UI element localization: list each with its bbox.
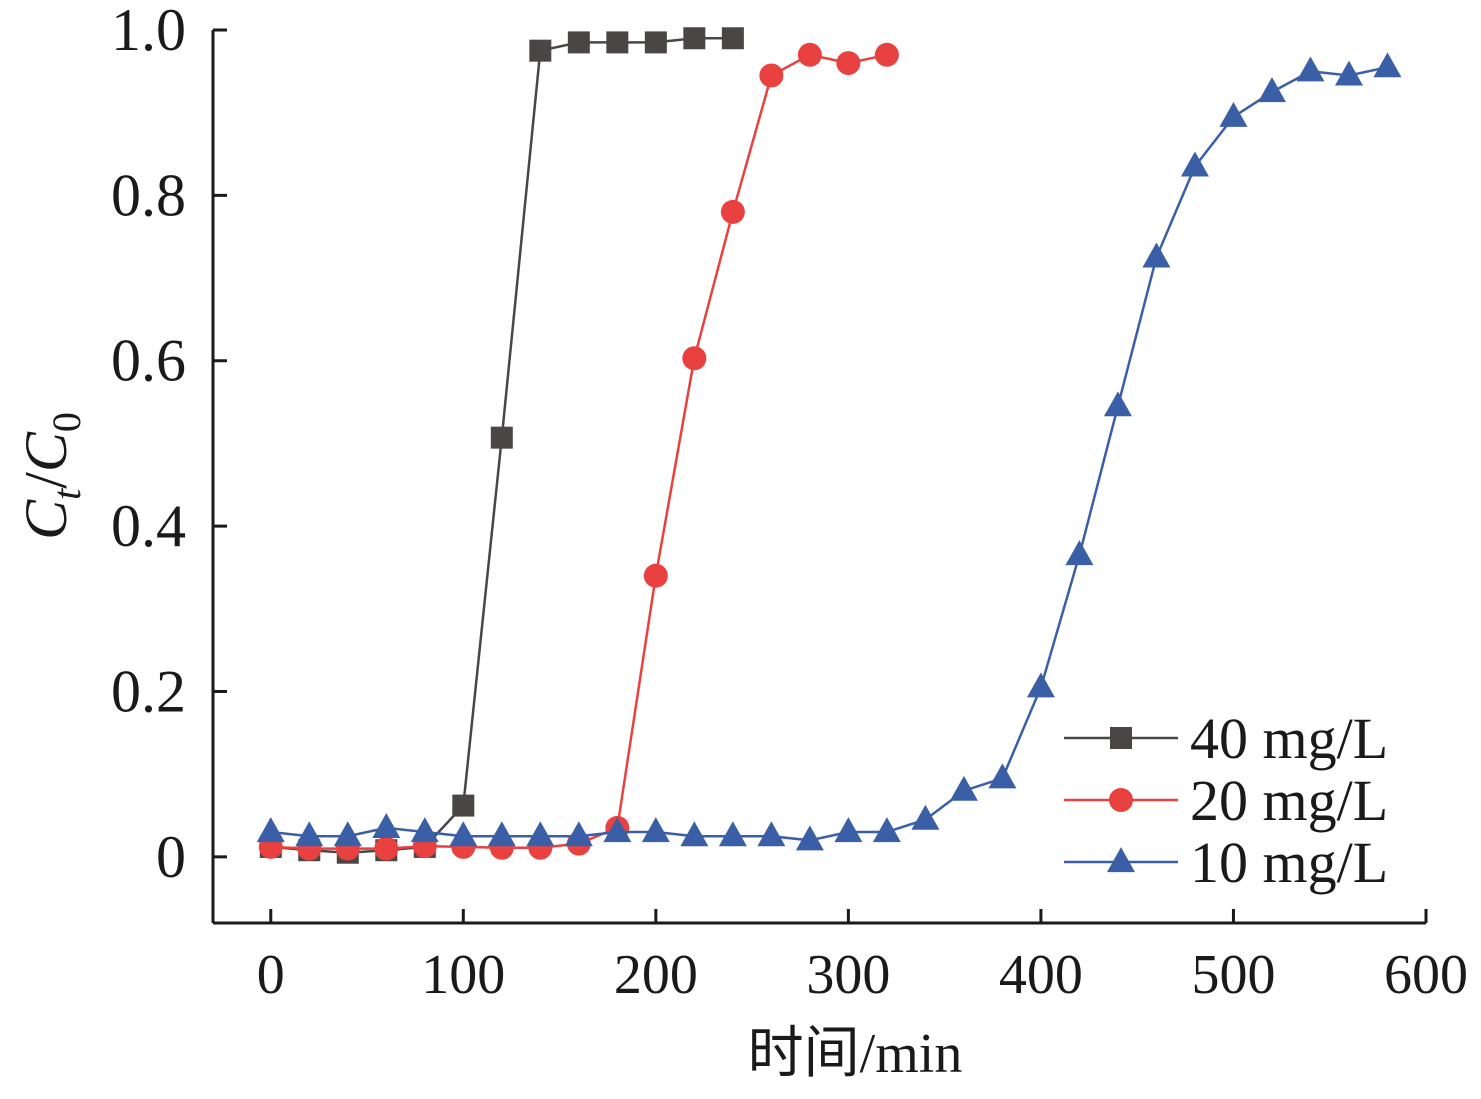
x-axis-label: 时间/min [748, 1023, 963, 1085]
legend-entry: 40 mg/L [1064, 706, 1388, 771]
svg-text:Ct/C0: Ct/C0 [13, 412, 89, 540]
data-point [564, 821, 593, 847]
data-point [295, 821, 324, 847]
series-0 [259, 27, 744, 864]
x-tick-label: 500 [1191, 944, 1275, 1006]
data-point [1142, 242, 1171, 268]
y-tick-label: 0.4 [111, 493, 186, 559]
data-point [1103, 391, 1132, 417]
series-layer [256, 27, 1402, 864]
data-point [911, 804, 940, 830]
data-point [374, 836, 399, 861]
x-tick-label: 400 [999, 944, 1083, 1006]
y-tick-label: 0.6 [111, 328, 186, 394]
data-point [452, 794, 475, 817]
data-point [795, 825, 824, 851]
data-point [682, 346, 707, 371]
data-point [643, 563, 668, 588]
y-tick-label: 0.2 [111, 658, 186, 724]
data-point [683, 27, 706, 50]
data-point [988, 763, 1017, 789]
x-tick-label: 600 [1384, 944, 1468, 1006]
legend: 40 mg/L20 mg/L10 mg/L [1064, 706, 1388, 895]
data-point [490, 426, 513, 449]
data-point [410, 817, 439, 843]
x-tick-label: 300 [806, 944, 890, 1006]
data-point [1026, 672, 1055, 698]
data-point [487, 821, 516, 847]
data-point [721, 27, 744, 50]
data-point [949, 775, 978, 801]
legend-label: 40 mg/L [1190, 706, 1388, 771]
y-label-sub-0: 0 [44, 412, 89, 432]
y-tick-label: 0.8 [111, 162, 186, 228]
legend-marker [1110, 727, 1132, 749]
data-point [797, 42, 822, 67]
data-point [641, 817, 670, 843]
data-point [720, 199, 745, 224]
data-point [680, 821, 709, 847]
data-point [526, 821, 555, 847]
data-point [449, 821, 478, 847]
data-point [256, 817, 285, 843]
data-point [603, 817, 632, 843]
y-tick-label: 1.0 [111, 0, 186, 63]
legend-marker [1109, 788, 1133, 812]
data-point [606, 31, 629, 54]
data-point [567, 31, 590, 54]
y-label-sub-t: t [44, 488, 89, 500]
data-point [1180, 151, 1209, 177]
data-point [333, 821, 362, 847]
y-label-slash: / [13, 472, 79, 489]
data-point [1257, 77, 1286, 103]
data-point [759, 63, 784, 88]
x-tick-label: 200 [614, 944, 698, 1006]
y-label-c-0: C [13, 431, 79, 472]
data-point [1334, 60, 1363, 86]
data-point [1373, 52, 1402, 78]
data-point [1065, 540, 1094, 566]
legend-entry: 20 mg/L [1064, 768, 1388, 833]
legend-marker [1107, 847, 1135, 873]
legend-label: 20 mg/L [1190, 768, 1388, 833]
data-point [644, 31, 667, 54]
series-2 [256, 52, 1402, 851]
data-point [872, 817, 901, 843]
axes: 0 100 200 300 400 500 600 0 0.2 0.4 0.6 0.8 1.0 [111, 0, 1468, 1006]
data-point [529, 39, 552, 62]
y-tick-label: 0 [156, 824, 186, 890]
data-point [1296, 56, 1325, 82]
data-point [372, 813, 401, 838]
data-point [757, 821, 786, 847]
data-point [718, 821, 747, 847]
x-tick-label: 0 [257, 944, 285, 1006]
data-point [874, 42, 899, 67]
y-label-c-t: C [13, 499, 79, 540]
series-line [270, 53, 888, 850]
legend-entry: 10 mg/L [1064, 830, 1388, 895]
data-point [1219, 101, 1248, 127]
x-tick-label: 100 [421, 944, 505, 1006]
y-axis-label: Ct/C0 [13, 412, 89, 540]
data-point [836, 51, 861, 76]
data-point [834, 817, 863, 843]
series-1 [258, 42, 899, 861]
legend-label: 10 mg/L [1190, 830, 1388, 895]
